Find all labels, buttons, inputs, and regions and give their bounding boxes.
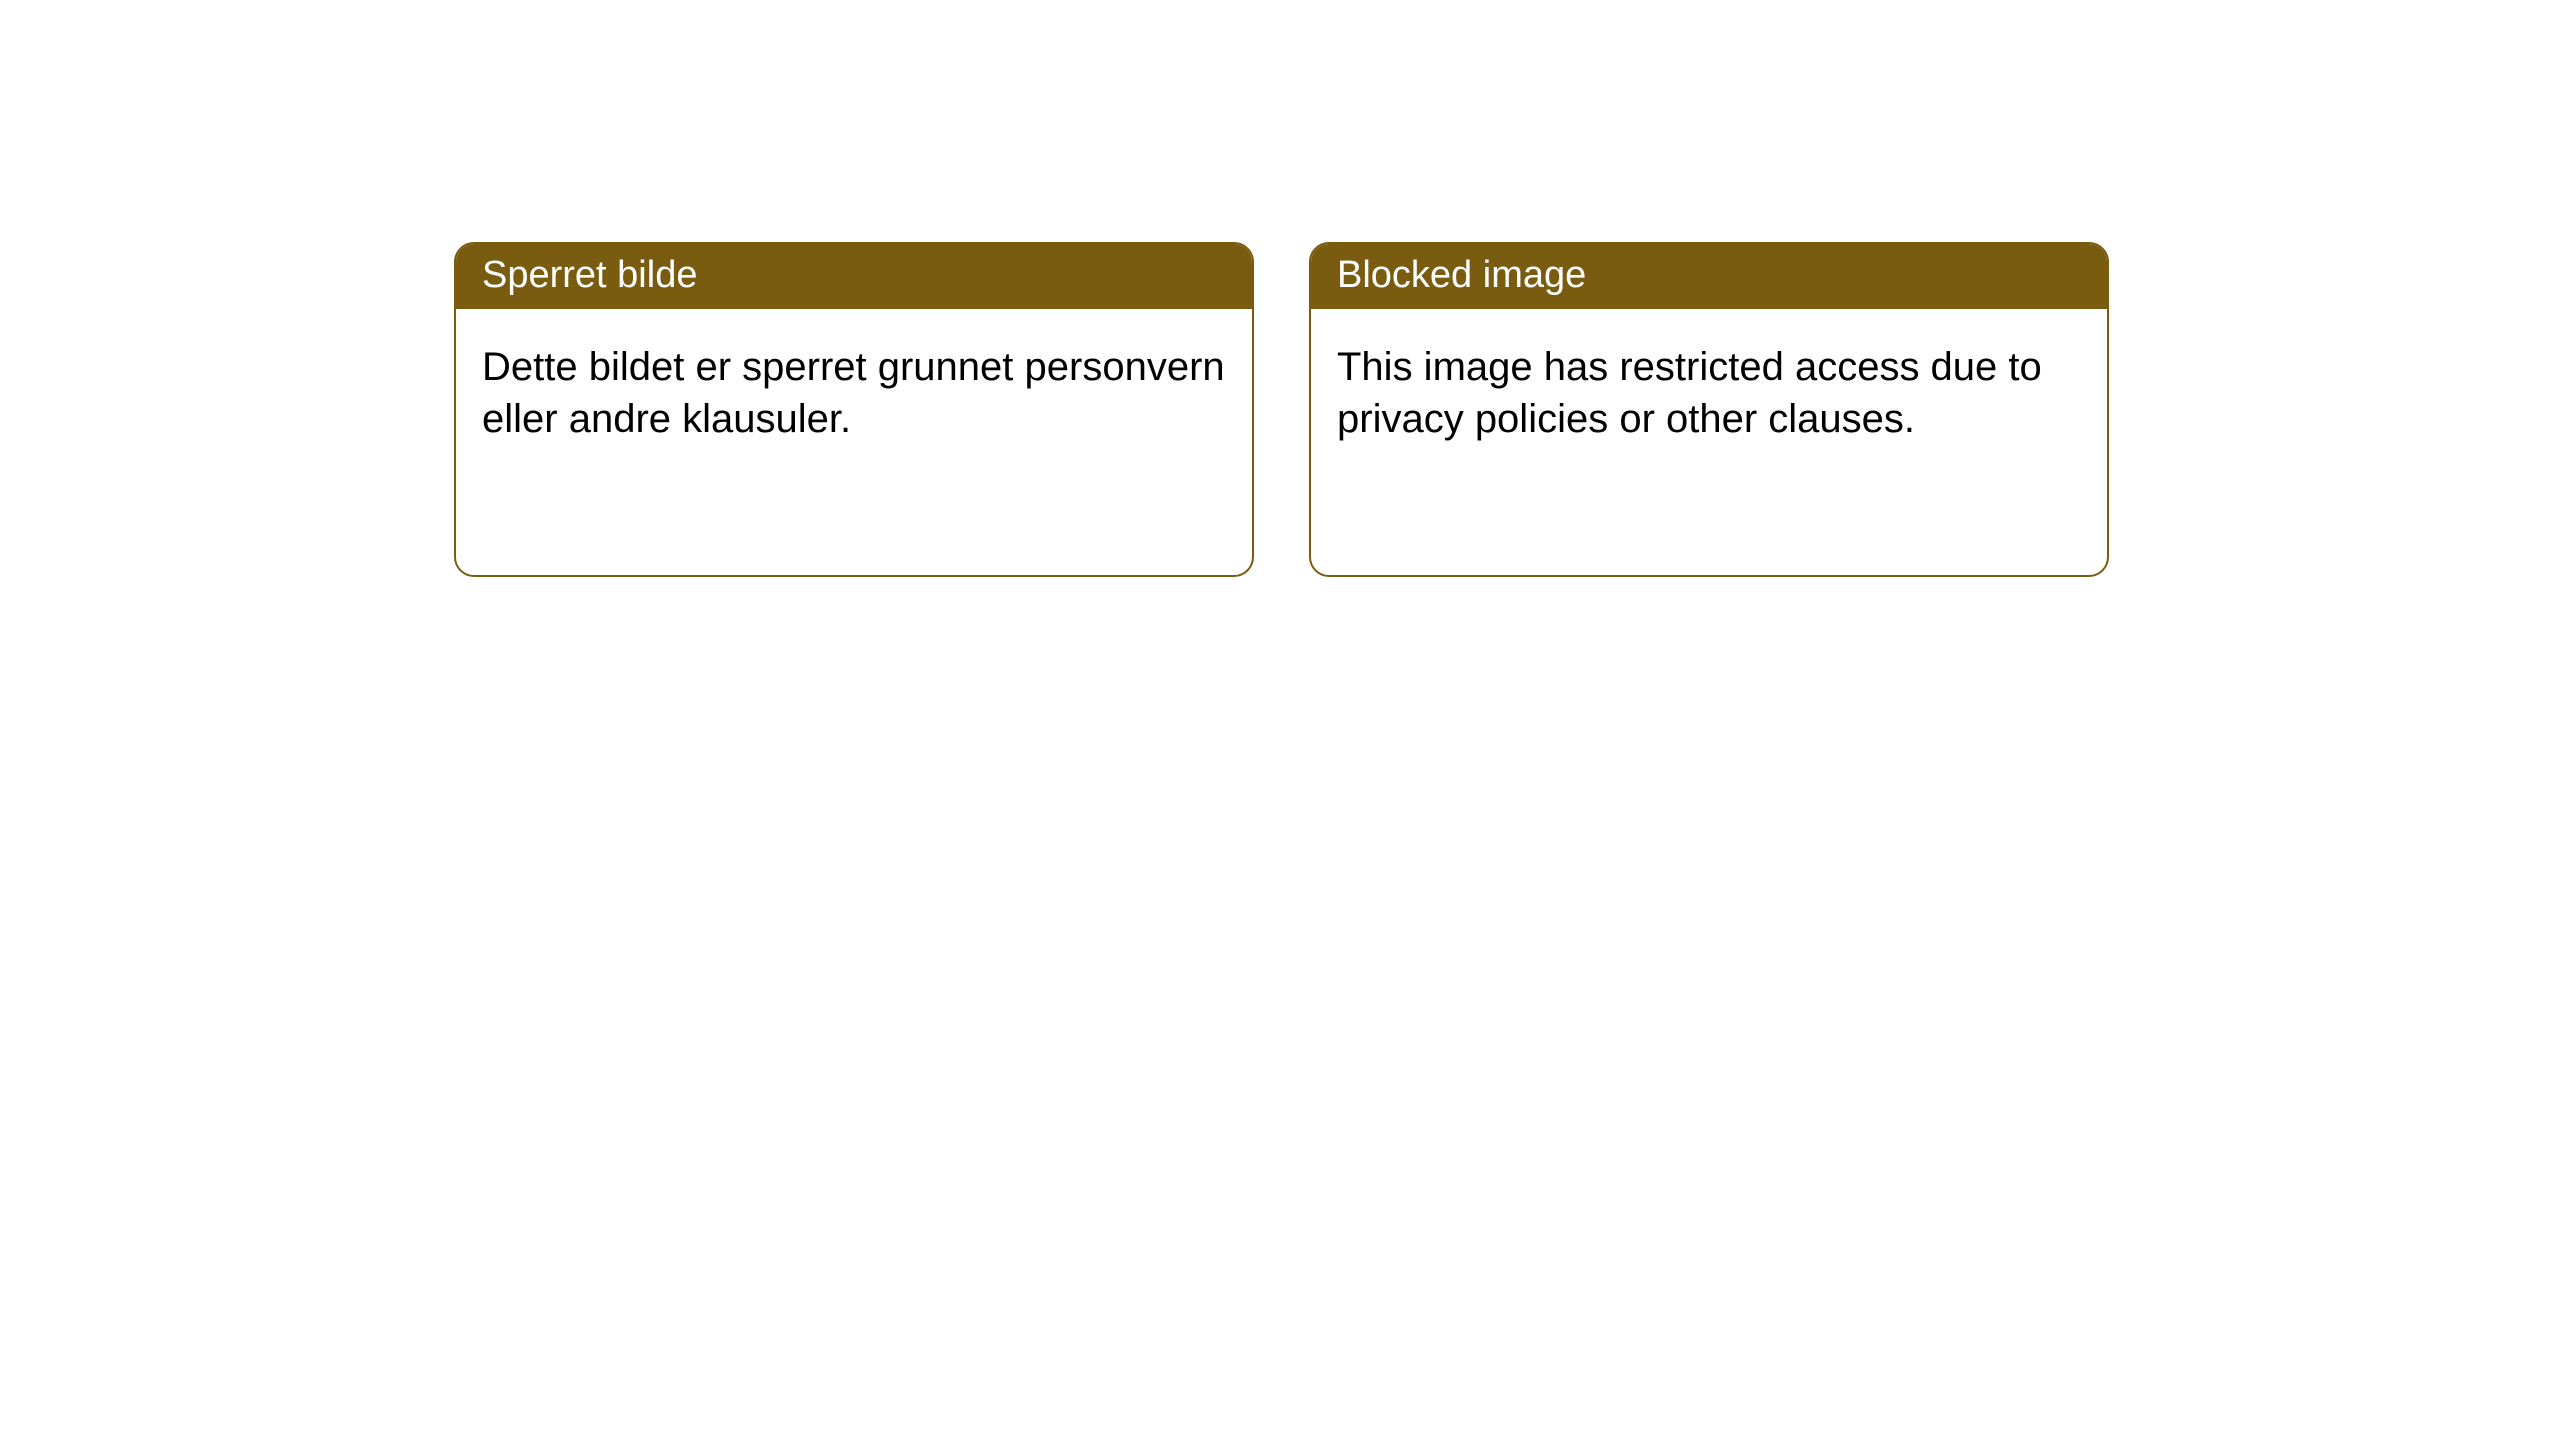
notice-card-english: Blocked image This image has restricted … — [1309, 242, 2109, 577]
notice-container: Sperret bilde Dette bildet er sperret gr… — [454, 242, 2109, 577]
notice-header-english: Blocked image — [1311, 244, 2107, 309]
notice-header-norwegian: Sperret bilde — [456, 244, 1252, 309]
notice-body-norwegian: Dette bildet er sperret grunnet personve… — [456, 309, 1252, 477]
notice-card-norwegian: Sperret bilde Dette bildet er sperret gr… — [454, 242, 1254, 577]
notice-body-english: This image has restricted access due to … — [1311, 309, 2107, 477]
